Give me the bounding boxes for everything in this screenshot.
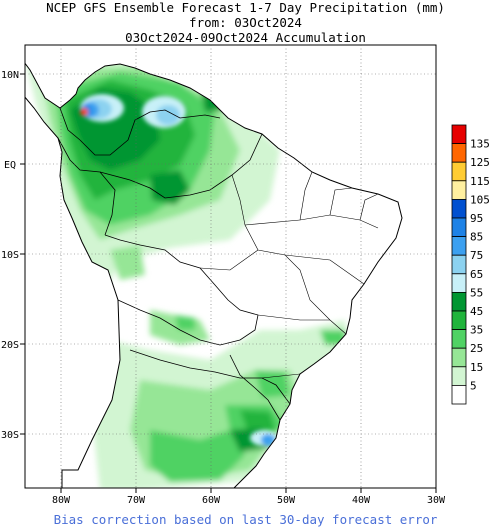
lon-label: 80W <box>52 495 71 506</box>
bias-correction-note: Bias correction based on last 30-day for… <box>53 512 438 527</box>
lat-label: 30S <box>1 430 19 441</box>
legend-label: 5 <box>470 379 477 392</box>
legend-label: 45 <box>470 305 483 318</box>
legend-label: 55 <box>470 286 483 299</box>
map-title: NCEP GFS Ensemble Forecast 1-7 Day Preci… <box>46 0 445 15</box>
legend-swatch <box>451 180 467 200</box>
legend-swatch <box>451 347 467 368</box>
legend-swatch <box>451 161 467 182</box>
legend-label: 115 <box>470 175 490 188</box>
lon-label: 70W <box>127 495 146 506</box>
accumulation-period: 03Oct2024-09Oct2024 Accumulation <box>125 30 366 45</box>
boundaries <box>25 62 403 488</box>
lon-label: 40W <box>352 495 371 506</box>
legend-swatch <box>451 384 467 405</box>
lat-label: 10N <box>1 70 19 81</box>
lon-label: 30W <box>427 495 446 506</box>
legend-swatch <box>451 143 467 163</box>
legend-label: 25 <box>470 342 483 355</box>
lon-label: 60W <box>202 495 221 506</box>
lat-label: 20S <box>1 340 19 351</box>
legend-swatch <box>451 236 467 256</box>
lon-label: 50W <box>277 495 296 506</box>
legend-swatch <box>451 310 467 331</box>
legend-label: 15 <box>470 361 483 374</box>
legend-swatch <box>451 273 467 293</box>
color-legend: 135 125 115 105 95 85 75 65 55 45 35 25 15 5 <box>451 124 490 405</box>
tick-marks <box>20 73 437 493</box>
legend-swatch <box>451 366 467 386</box>
legend-label: 95 <box>470 212 483 225</box>
map-frame <box>24 44 437 489</box>
legend-label: 75 <box>470 249 483 262</box>
legend-label: 35 <box>470 324 483 337</box>
legend-label: 65 <box>470 268 483 281</box>
legend-label: 125 <box>470 156 490 169</box>
lat-label: 10S <box>1 250 19 261</box>
legend-swatch <box>451 291 467 312</box>
graticule <box>25 45 436 488</box>
lat-label: EQ <box>4 160 16 171</box>
forecast-date: from: 03Oct2024 <box>189 15 302 30</box>
legend-label: 105 <box>470 193 490 206</box>
legend-swatch <box>451 329 467 349</box>
legend-label: 85 <box>470 231 483 244</box>
legend-swatch <box>451 198 467 219</box>
legend-swatch <box>451 217 467 238</box>
legend-swatch <box>451 124 467 145</box>
legend-label: 135 <box>470 138 490 151</box>
legend-swatch <box>451 254 467 275</box>
